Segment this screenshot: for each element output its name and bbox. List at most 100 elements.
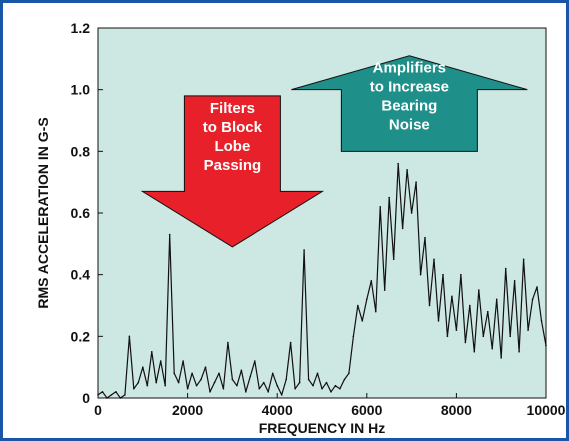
data-point [254,360,256,362]
data-point [321,388,323,390]
data-point [474,351,476,353]
data-point [406,169,408,171]
data-point [478,289,480,291]
y-tick-label: 0 [82,390,90,406]
annotation-text-line: Lobe [214,138,250,155]
data-point [379,206,381,208]
y-tick-label: 0.2 [71,328,91,344]
data-point [281,394,283,396]
data-point [397,163,399,165]
data-point [523,258,525,260]
data-point [317,373,319,375]
data-point [514,280,516,282]
data-point [420,274,422,276]
data-point [366,299,368,301]
data-point [496,299,498,301]
data-point [429,305,431,307]
y-tick-label: 1.2 [71,20,91,36]
data-point [285,379,287,381]
data-point [505,268,507,270]
y-tick-label: 0.6 [71,205,91,221]
data-point [357,305,359,307]
data-point [339,388,341,390]
data-point [465,342,467,344]
x-tick-label: 4000 [262,402,293,418]
data-point [250,376,252,378]
data-point [138,382,140,384]
data-point [491,348,493,350]
data-point [527,329,529,331]
data-point [451,295,453,297]
annotation-text-line: Amplifiers [373,60,446,77]
data-point [442,274,444,276]
x-axis-title: FREQUENCY IN Hz [259,420,386,436]
data-point [541,320,543,322]
data-point [460,274,462,276]
annotation-text-line: Filters [210,100,255,117]
data-point [303,249,305,251]
annotation-text-line: to Block [203,119,263,136]
data-point [164,385,166,387]
data-point [509,336,511,338]
data-point [214,382,216,384]
data-point [106,397,108,399]
data-point [272,373,274,375]
data-point [218,373,220,375]
annotation-text-line: Passing [204,157,262,174]
data-point [236,385,238,387]
data-point [308,379,310,381]
data-point [532,299,534,301]
x-tick-label: 10000 [527,402,566,418]
data-point [299,382,301,384]
data-point [518,351,520,353]
data-point [200,379,202,381]
data-point [335,385,337,387]
data-point [375,311,377,313]
data-point [276,385,278,387]
data-point [241,369,243,371]
data-point [245,391,247,393]
data-point [227,342,229,344]
data-point [124,394,126,396]
data-point [205,366,207,368]
data-point [545,345,547,347]
y-tick-label: 1.0 [71,82,91,98]
data-point [326,382,328,384]
data-point [120,397,122,399]
data-point [146,385,148,387]
chart: Filters to Block Lobe Passing Amplifiers to I… [3,3,566,438]
data-point [402,228,404,230]
data-point [294,388,296,390]
x-tick-label: 0 [94,402,102,418]
data-point [469,305,471,307]
data-point [362,320,364,322]
data-point [447,336,449,338]
data-point [111,394,113,396]
data-point [169,234,171,236]
data-point [393,258,395,260]
data-point [388,197,390,199]
data-point [411,212,413,214]
data-point [536,286,538,288]
data-point [196,385,198,387]
data-point [353,336,355,338]
data-point [223,388,225,390]
data-point [129,336,131,338]
data-point [142,366,144,368]
data-point [191,373,193,375]
data-point [344,379,346,381]
annotation-text-line: Bearing [381,98,437,115]
data-point [370,280,372,282]
y-tick-label: 0.8 [71,143,91,159]
annotation-text-line: to Increase [370,79,449,96]
data-point [312,385,314,387]
data-point [160,360,162,362]
data-point [151,351,153,353]
data-point [415,181,417,183]
data-point [187,388,189,390]
data-point [155,382,157,384]
data-point [173,373,175,375]
x-tick-label: 6000 [351,402,382,418]
x-tick-label: 2000 [172,402,203,418]
